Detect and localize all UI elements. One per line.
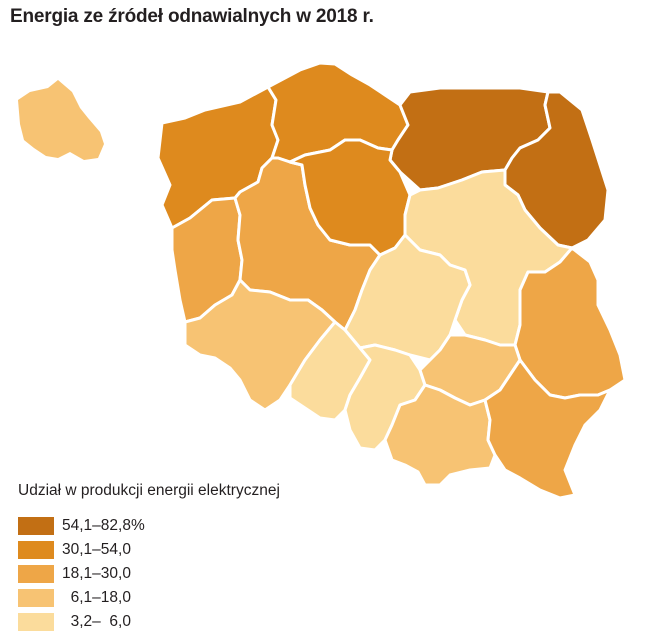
legend-label: 3,2– 6,0 <box>62 613 131 630</box>
legend-item: 6,1–18,0 <box>18 586 280 610</box>
legend-item: 18,1–30,0 <box>18 562 280 586</box>
legend-item: 30,1–54,0 <box>18 538 280 562</box>
legend-swatch <box>18 589 54 607</box>
legend-label: 6,1–18,0 <box>62 589 131 606</box>
legend-label: 18,1–30,0 <box>62 565 131 582</box>
legend-swatch <box>18 541 54 559</box>
legend-label: 30,1–54,0 <box>62 541 131 558</box>
legend-swatch <box>18 613 54 631</box>
legend-label: 54,1–82,8% <box>62 517 145 534</box>
legend-title: Udział w produkcji energii elektrycznej <box>18 482 280 499</box>
region-malopolskie[interactable] <box>383 383 497 487</box>
legend-item: 54,1–82,8% <box>18 514 280 538</box>
legend-item: 3,2– 6,0 <box>18 610 280 634</box>
region-podkarpackie[interactable] <box>483 358 612 500</box>
legend-swatch <box>18 517 54 535</box>
map-title: Energia ze źródeł odnawialnych w 2018 r. <box>10 6 374 27</box>
inset-poland-outline <box>18 80 104 160</box>
legend-swatch <box>18 565 54 583</box>
legend: Udział w produkcji energii elektrycznej … <box>18 482 280 634</box>
